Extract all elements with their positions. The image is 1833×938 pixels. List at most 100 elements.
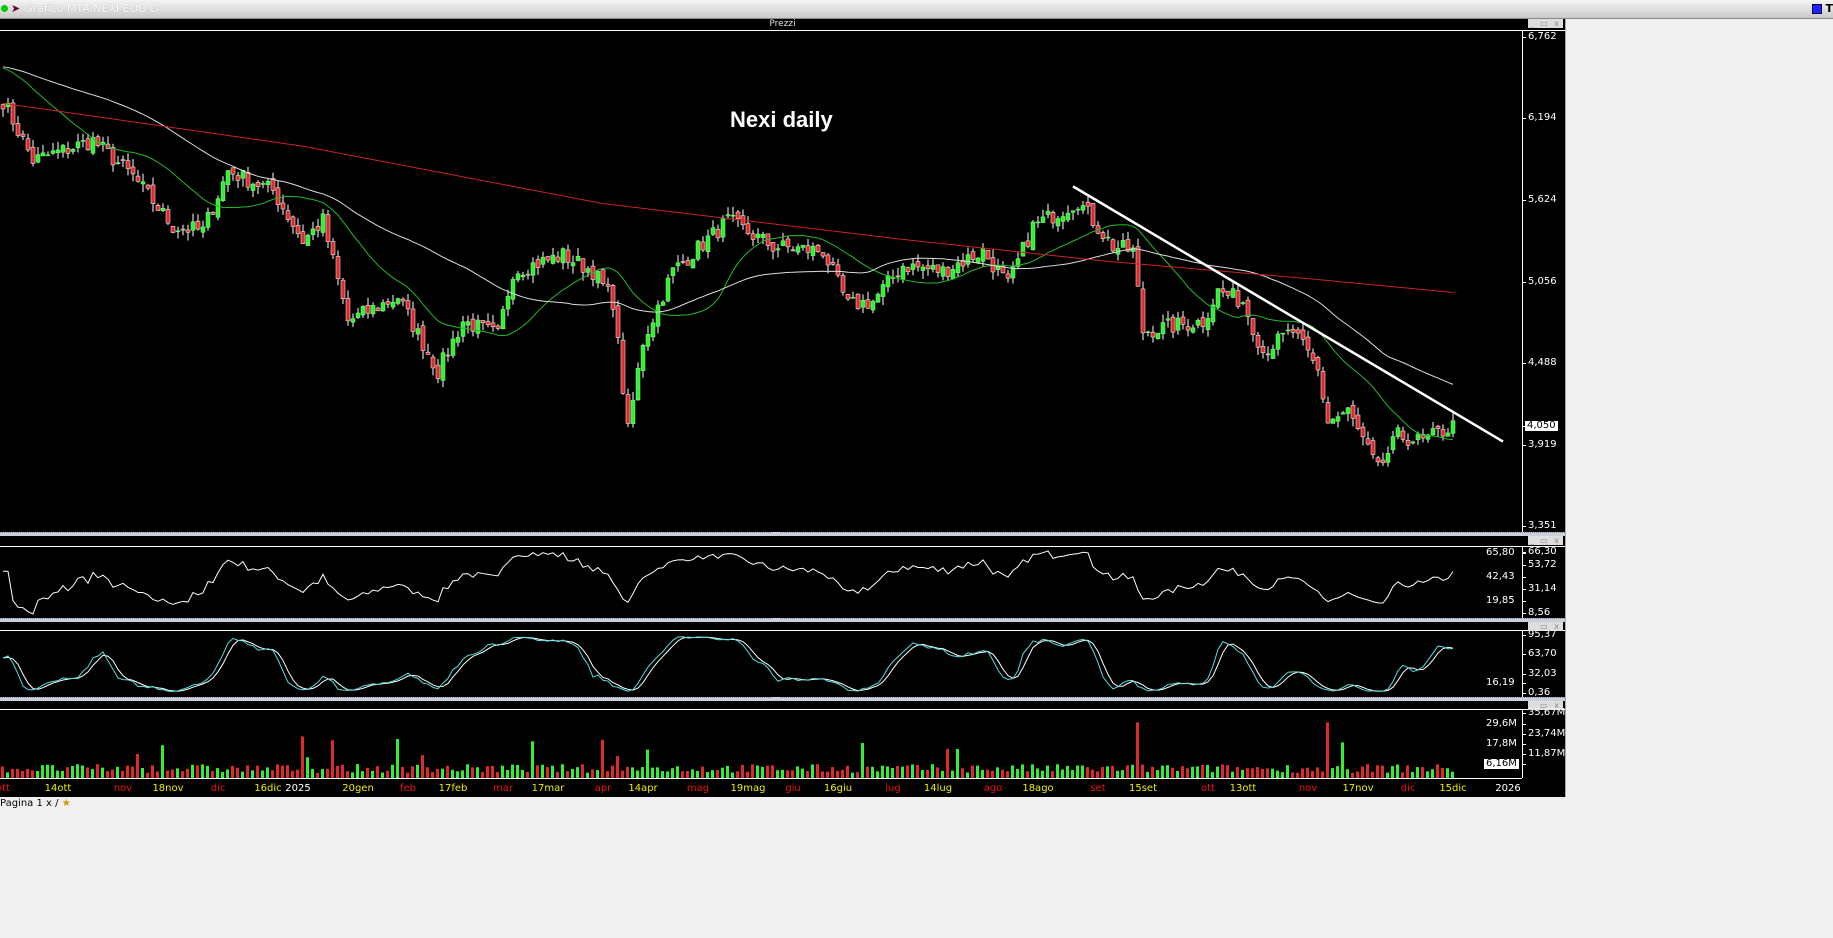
candle-down: [625, 394, 631, 424]
tab-pagina-1[interactable]: Pagina 1 x / ★: [0, 798, 71, 809]
candle-up: [265, 180, 271, 186]
volume-bar: [181, 771, 184, 778]
candle-up: [140, 181, 146, 185]
candle-down: [420, 325, 426, 351]
pane-splitter[interactable]: —: [0, 528, 1565, 537]
candle-up: [1010, 266, 1016, 279]
candle-down: [745, 223, 751, 234]
candle-down: [1180, 316, 1186, 325]
volume-bar: [106, 771, 109, 778]
volume-bar: [941, 770, 944, 778]
volume-bar: [411, 766, 414, 778]
volume-bar: [856, 772, 859, 778]
volume-bar: [981, 769, 984, 778]
candle-down: [425, 351, 431, 355]
volume-bar: [616, 756, 619, 778]
volume-bar: [926, 770, 929, 778]
candle-up: [50, 150, 56, 154]
volume-bar: [11, 768, 14, 778]
candle-down: [835, 264, 841, 276]
candle-up: [1055, 218, 1061, 227]
candle-down: [1140, 288, 1146, 334]
volume-bar: [1276, 770, 1279, 778]
candle-down: [840, 275, 846, 293]
price-pane-header: Prezzi _ ▭ x: [0, 19, 1565, 31]
volume-bar: [1311, 770, 1314, 778]
axis-label: 5,624: [1528, 194, 1557, 206]
volume-bar: [281, 765, 284, 778]
volume-bar: [636, 770, 639, 778]
volume-bar: [1401, 772, 1404, 778]
volume-bar: [561, 764, 564, 778]
volume-bar: [1271, 768, 1274, 778]
volume-bar: [41, 765, 44, 778]
volume-bar: [1011, 765, 1014, 778]
tab-close-icon[interactable]: x: [46, 798, 52, 809]
volume-bar: [176, 768, 179, 778]
candle-down: [935, 264, 941, 273]
text-tool-icon[interactable]: T: [1825, 2, 1833, 15]
volume-bar: [1441, 767, 1444, 778]
volume-bar: [536, 765, 539, 778]
candle-up: [455, 337, 461, 343]
candle-up: [205, 212, 211, 228]
volume-bar: [431, 771, 434, 778]
new-tab-icon[interactable]: ★: [61, 798, 71, 809]
volume-bar: [156, 771, 159, 778]
volume-bar: [1281, 772, 1284, 778]
volume-bar: [336, 765, 339, 778]
candle-down: [210, 212, 216, 215]
volume-bar: [1431, 769, 1434, 778]
volume-bar: [321, 769, 324, 778]
candle-down: [1305, 336, 1311, 351]
volume-bar: [936, 767, 939, 778]
candle-down: [185, 229, 191, 233]
pane-window-buttons[interactable]: _ ▭ x: [1527, 701, 1563, 710]
axis-label: 6,194: [1528, 112, 1557, 124]
volume-bar: [131, 766, 134, 778]
candle-down: [820, 252, 826, 257]
rsi-plot[interactable]: [0, 547, 1522, 618]
axis-tick: [1522, 363, 1526, 364]
volume-bar: [716, 769, 719, 778]
candle-up: [1060, 216, 1066, 222]
candle-up: [40, 152, 46, 157]
candle-down: [1260, 346, 1266, 353]
candle-down: [1110, 239, 1116, 252]
candle-up: [1330, 418, 1336, 424]
toolbar-icons[interactable]: T: [1811, 2, 1833, 15]
volume-bar: [996, 767, 999, 778]
color-square-icon[interactable]: [1811, 4, 1822, 14]
pane-splitter[interactable]: —: [0, 693, 1565, 702]
candle-down: [275, 187, 281, 206]
volume-bar: [1286, 765, 1289, 778]
price-plot[interactable]: [0, 31, 1522, 532]
candle-down: [335, 256, 341, 279]
volume-bar: [476, 767, 479, 778]
volume-pane-header: _ ▭ x: [0, 701, 1565, 710]
volume-bar: [881, 765, 884, 778]
pane-window-buttons[interactable]: _ ▭ x: [1527, 622, 1563, 631]
volume-bar: [631, 767, 634, 778]
pane-window-buttons[interactable]: _ ▭ x: [1527, 19, 1563, 28]
volume-bar: [406, 772, 409, 778]
rsi-axis: [1522, 547, 1523, 618]
volume-bar: [821, 771, 824, 778]
candle-down: [1220, 288, 1226, 293]
axis-label: 23,74M: [1528, 727, 1566, 739]
pane-splitter[interactable]: —: [0, 614, 1565, 623]
candle-up: [1410, 441, 1416, 444]
volume-bar: [771, 765, 774, 778]
candle-up: [1190, 327, 1196, 333]
volume-bar: [841, 769, 844, 778]
volume-bar: [826, 771, 829, 778]
volume-bar: [711, 770, 714, 778]
candle-down: [1365, 438, 1371, 445]
pane-window-buttons[interactable]: _ ▭ x: [1527, 536, 1563, 545]
volume-plot[interactable]: [0, 710, 1522, 778]
volume-bar: [1421, 767, 1424, 778]
volume-bar: [16, 769, 19, 778]
volume-bar: [1036, 768, 1039, 778]
candle-up: [1030, 221, 1036, 251]
stochastic-plot[interactable]: [0, 631, 1522, 697]
